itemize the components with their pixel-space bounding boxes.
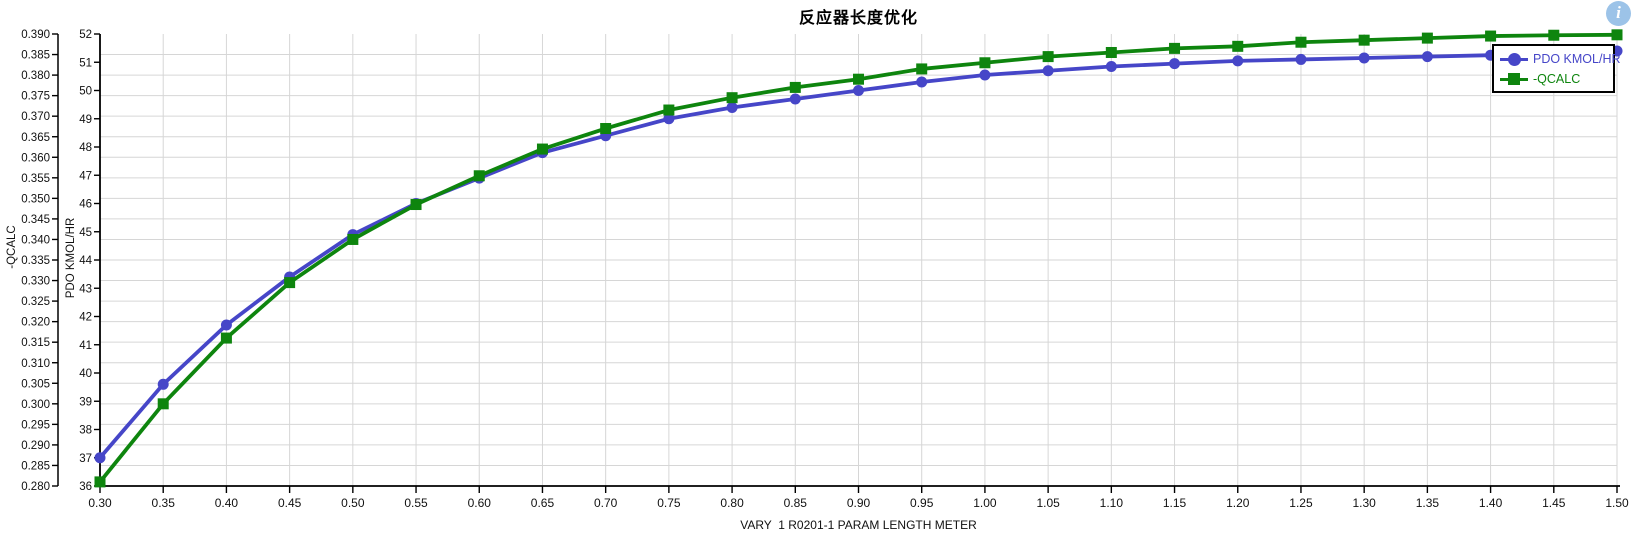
svg-text:36: 36 — [79, 481, 92, 493]
svg-text:0.45: 0.45 — [278, 496, 302, 510]
svg-text:0.340: 0.340 — [21, 234, 50, 246]
info-icon[interactable]: i — [1606, 1, 1631, 26]
svg-text:0.350: 0.350 — [21, 193, 50, 205]
svg-text:0.290: 0.290 — [21, 440, 50, 452]
svg-text:0.95: 0.95 — [910, 496, 934, 510]
x-axis-title: VARY 1 R0201-1 PARAM LENGTH METER — [740, 518, 977, 532]
svg-text:0.65: 0.65 — [531, 496, 555, 510]
svg-text:0.35: 0.35 — [152, 496, 176, 510]
svg-text:0.370: 0.370 — [21, 111, 50, 123]
svg-text:45: 45 — [79, 227, 92, 239]
svg-text:40: 40 — [79, 368, 92, 380]
svg-text:0.80: 0.80 — [720, 496, 744, 510]
chart-title: 反应器长度优化 — [798, 10, 918, 27]
svg-text:0.55: 0.55 — [404, 496, 428, 510]
svg-text:0.50: 0.50 — [341, 496, 365, 510]
legend-item-qcalc: -QCALC — [1500, 69, 1613, 89]
svg-text:48: 48 — [79, 142, 92, 154]
svg-text:1.50: 1.50 — [1605, 496, 1629, 510]
svg-text:0.295: 0.295 — [21, 419, 50, 431]
svg-text:39: 39 — [79, 396, 92, 408]
svg-text:0.310: 0.310 — [21, 358, 50, 370]
svg-text:0.355: 0.355 — [21, 173, 50, 185]
svg-text:44: 44 — [79, 255, 92, 267]
svg-text:0.335: 0.335 — [21, 255, 50, 267]
svg-text:38: 38 — [79, 425, 92, 437]
svg-text:47: 47 — [79, 170, 92, 182]
legend-item-pdo: PDO KMOL/HR — [1500, 49, 1621, 69]
legend-square-marker-icon — [1500, 72, 1528, 86]
legend-label-qcalc: -QCALC — [1533, 72, 1581, 86]
svg-text:0.330: 0.330 — [21, 276, 50, 288]
svg-text:0.285: 0.285 — [21, 460, 50, 472]
svg-text:1.45: 1.45 — [1542, 496, 1566, 510]
svg-text:42: 42 — [79, 312, 92, 324]
svg-text:0.390: 0.390 — [21, 29, 50, 41]
svg-text:0.30: 0.30 — [88, 496, 112, 510]
svg-text:0.85: 0.85 — [784, 496, 808, 510]
legend-label-pdo: PDO KMOL/HR — [1533, 52, 1621, 66]
svg-text:0.385: 0.385 — [21, 50, 50, 62]
svg-text:1.00: 1.00 — [973, 496, 997, 510]
svg-text:1.05: 1.05 — [1036, 496, 1060, 510]
svg-text:0.90: 0.90 — [847, 496, 871, 510]
svg-text:41: 41 — [79, 340, 92, 352]
svg-text:0.300: 0.300 — [21, 399, 50, 411]
svg-text:0.305: 0.305 — [21, 378, 50, 390]
legend[interactable]: PDO KMOL/HR -QCALC — [1492, 44, 1621, 93]
svg-text:52: 52 — [79, 29, 92, 41]
svg-text:0.375: 0.375 — [21, 91, 50, 103]
svg-text:50: 50 — [79, 86, 92, 98]
svg-text:46: 46 — [79, 199, 92, 211]
svg-text:0.40: 0.40 — [215, 496, 239, 510]
svg-text:1.15: 1.15 — [1163, 496, 1187, 510]
legend-circle-marker-icon — [1500, 52, 1528, 66]
svg-text:1.35: 1.35 — [1416, 496, 1440, 510]
info-icon-glyph: i — [1616, 3, 1621, 22]
svg-text:43: 43 — [79, 283, 92, 295]
svg-text:0.365: 0.365 — [21, 132, 50, 144]
svg-text:1.30: 1.30 — [1352, 496, 1376, 510]
svg-text:1.25: 1.25 — [1289, 496, 1313, 510]
svg-text:0.60: 0.60 — [468, 496, 492, 510]
svg-text:0.325: 0.325 — [21, 296, 50, 308]
svg-text:0.360: 0.360 — [21, 152, 50, 164]
svg-text:51: 51 — [79, 57, 92, 69]
svg-text:1.10: 1.10 — [1100, 496, 1124, 510]
svg-text:0.320: 0.320 — [21, 317, 50, 329]
svg-text:0.280: 0.280 — [21, 481, 50, 493]
svg-text:1.20: 1.20 — [1226, 496, 1250, 510]
svg-text:0.315: 0.315 — [21, 337, 50, 349]
svg-text:49: 49 — [79, 114, 92, 126]
svg-text:0.345: 0.345 — [21, 214, 50, 226]
svg-text:0.380: 0.380 — [21, 70, 50, 82]
svg-text:37: 37 — [79, 453, 92, 465]
svg-text:0.70: 0.70 — [594, 496, 618, 510]
svg-text:1.40: 1.40 — [1479, 496, 1503, 510]
svg-text:0.75: 0.75 — [657, 496, 681, 510]
